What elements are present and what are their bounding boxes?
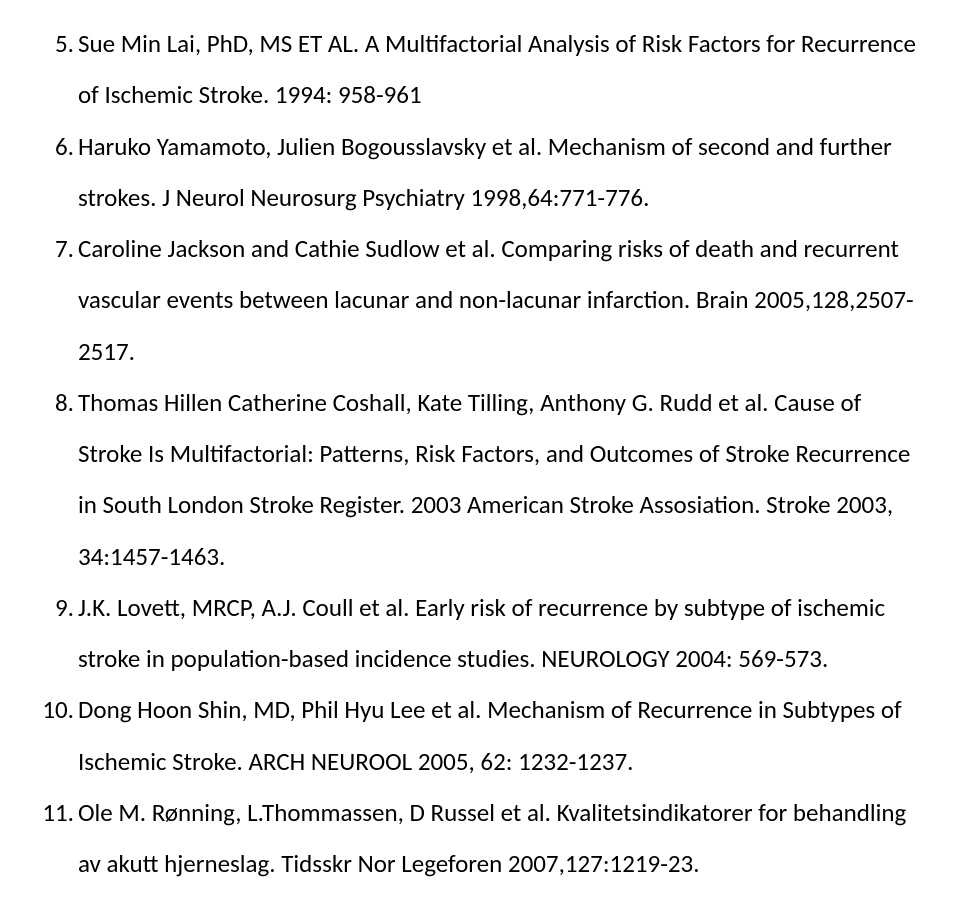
reference-text: Haruko Yamamoto, Julien Bogousslavsky et… <box>78 131 892 213</box>
reference-text: Dong Hoon Shin, MD, Phil Hyu Lee et al. … <box>78 694 902 776</box>
reference-number: 9. <box>36 582 74 633</box>
reference-text: Thomas Hillen Catherine Coshall, Kate Ti… <box>78 387 910 572</box>
reference-number: 7. <box>36 223 74 274</box>
reference-item: 6. Haruko Yamamoto, Julien Bogousslavsky… <box>36 121 924 224</box>
reference-number: 5. <box>36 18 74 69</box>
reference-number: 8. <box>36 377 74 428</box>
reference-item: 10. Dong Hoon Shin, MD, Phil Hyu Lee et … <box>36 684 924 787</box>
reference-number: 10. <box>36 684 74 735</box>
reference-list: 5. Sue Min Lai, PhD, MS ET AL. A Multifa… <box>36 18 924 889</box>
reference-item: 7. Caroline Jackson and Cathie Sudlow et… <box>36 223 924 377</box>
reference-item: 9. J.K. Lovett, MRCP, A.J. Coull et al. … <box>36 582 924 685</box>
reference-text: Ole M. Rønning, L.Thommassen, D Russel e… <box>78 797 906 879</box>
reference-item: 11. Ole M. Rønning, L.Thommassen, D Russ… <box>36 787 924 890</box>
reference-text: Caroline Jackson and Cathie Sudlow et al… <box>78 233 914 367</box>
reference-text: Sue Min Lai, PhD, MS ET AL. A Multifacto… <box>78 28 916 110</box>
page: 5. Sue Min Lai, PhD, MS ET AL. A Multifa… <box>0 0 960 909</box>
reference-item: 5. Sue Min Lai, PhD, MS ET AL. A Multifa… <box>36 18 924 121</box>
reference-item: 8. Thomas Hillen Catherine Coshall, Kate… <box>36 377 924 582</box>
reference-number: 11. <box>36 787 74 838</box>
reference-number: 6. <box>36 121 74 172</box>
reference-text: J.K. Lovett, MRCP, A.J. Coull et al. Ear… <box>78 592 885 674</box>
